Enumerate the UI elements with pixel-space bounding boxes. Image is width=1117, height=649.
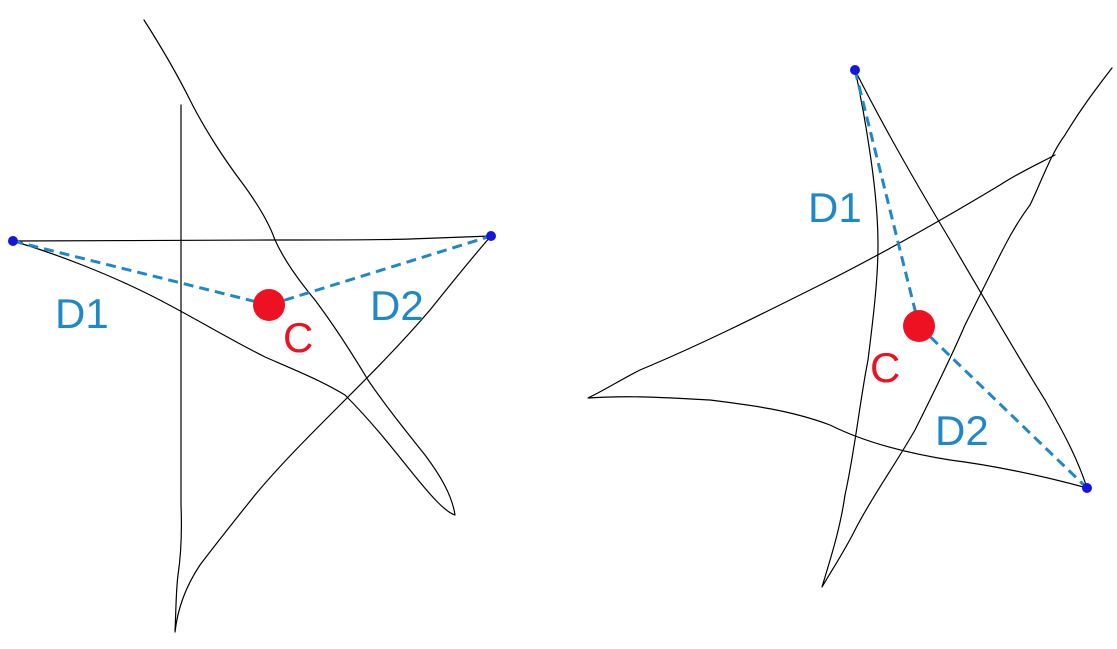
left-endpoint-1-dot — [8, 236, 18, 246]
left-star — [12, 19, 492, 633]
left-endpoint-2-dot — [486, 231, 496, 241]
right-center-dot — [903, 310, 935, 342]
right-d2-label: D2 — [935, 407, 989, 454]
left-star-outline — [12, 19, 492, 633]
right-star — [587, 67, 1113, 588]
left-d1-line — [12, 239, 270, 307]
right-center-label: C — [870, 344, 900, 391]
left-center-label: C — [283, 314, 313, 361]
right-endpoint-2-dot — [1082, 483, 1092, 493]
right-d2-line — [917, 324, 1089, 490]
right-d1-line — [853, 69, 921, 327]
right-d1-label: D1 — [808, 184, 862, 231]
right-star-outline — [587, 67, 1113, 588]
right-endpoint-1-dot — [850, 65, 860, 75]
left-center-dot — [253, 289, 285, 321]
left-d2-label: D2 — [370, 282, 424, 329]
left-d1-label: D1 — [55, 290, 109, 337]
left-d2-line — [268, 234, 492, 307]
